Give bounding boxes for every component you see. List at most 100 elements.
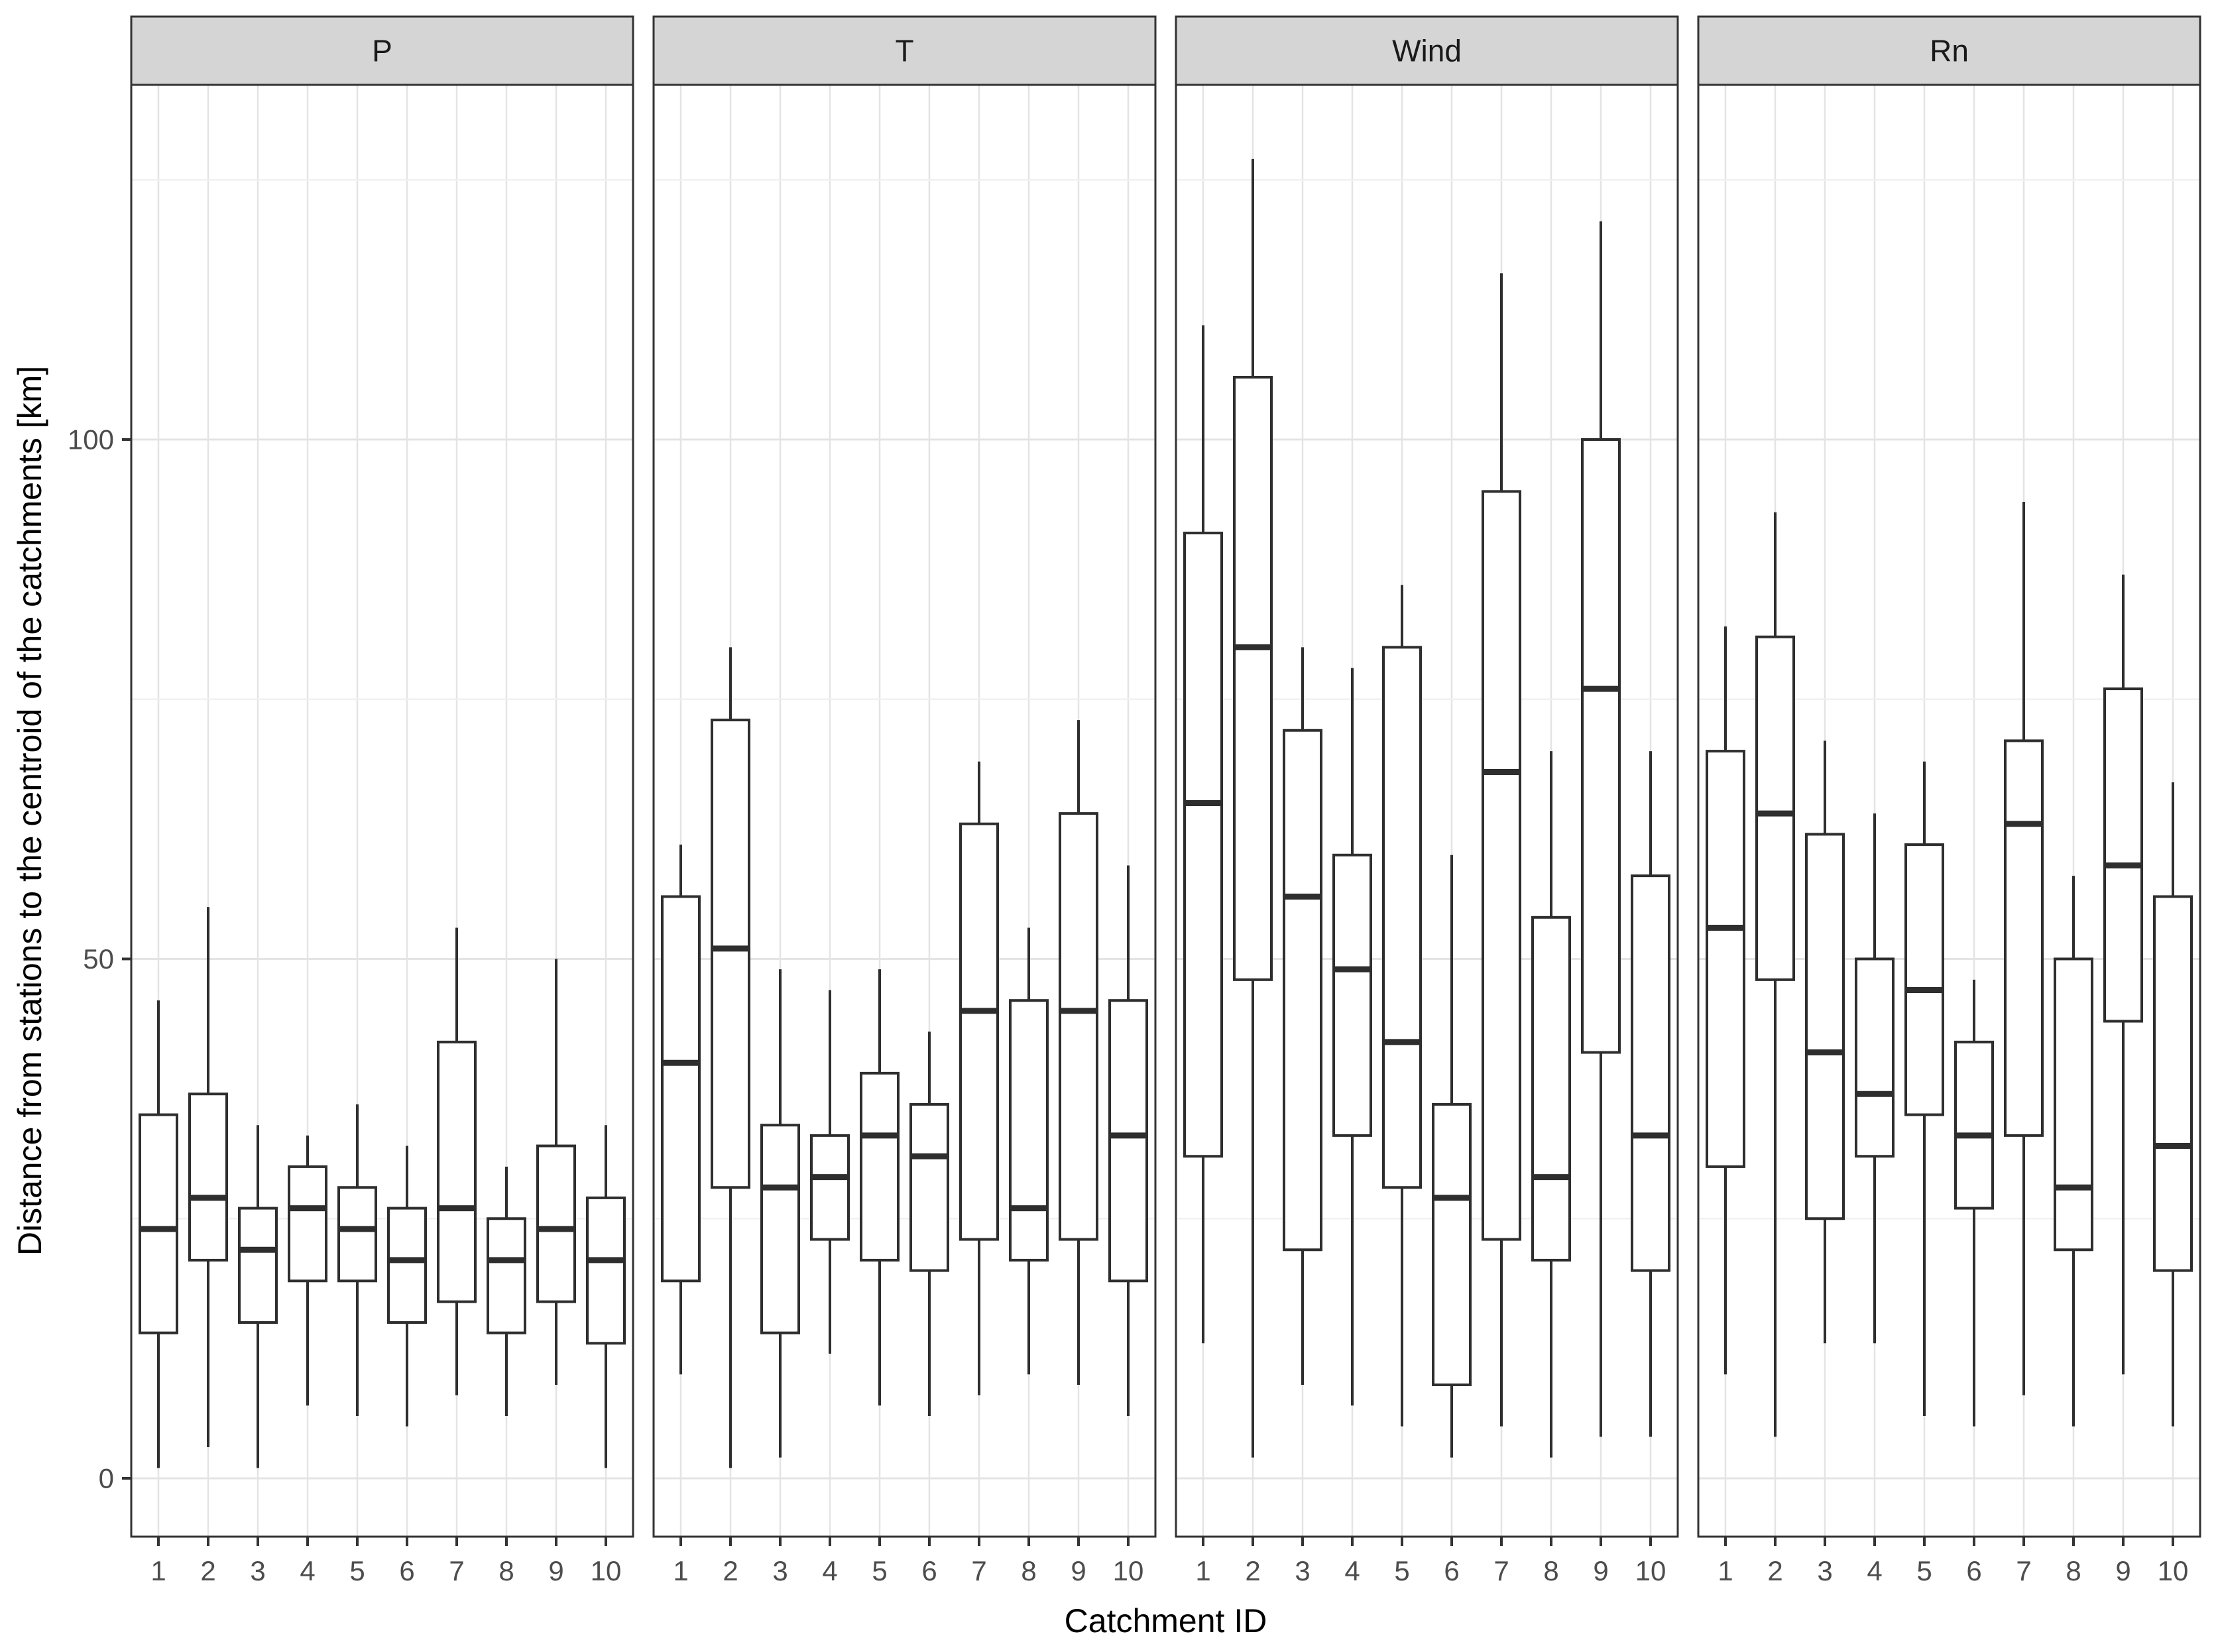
facet-strip-label: Wind — [1392, 34, 1462, 68]
iqr-box — [661, 895, 701, 1283]
panel-border — [652, 84, 1157, 1538]
facet-strip — [1697, 15, 2201, 86]
boxplot-t-1 — [661, 845, 701, 1375]
iqr-box — [1581, 438, 1621, 1054]
boxplot-wind-9 — [1581, 221, 1621, 1437]
facet-panel-p: P 1 2 3 4 5 6 7 8 9 10 — [130, 15, 634, 1586]
iqr-box — [1755, 635, 1795, 981]
iqr-box — [909, 1102, 949, 1272]
boxplot-p-10 — [586, 1125, 626, 1468]
x-tick-label: 4 — [1867, 1555, 1882, 1586]
facet-strip — [130, 15, 634, 86]
iqr-box — [437, 1040, 477, 1303]
iqr-box — [1233, 375, 1273, 981]
iqr-box — [1283, 729, 1322, 1252]
x-tick-label: 6 — [399, 1555, 414, 1586]
boxplot-rn-10 — [2153, 782, 2193, 1427]
x-tick-label: 6 — [1444, 1555, 1459, 1586]
facet-panel-wind: Wind 1 2 3 4 5 6 7 8 9 10 — [1175, 15, 1679, 1586]
x-tick-label: 9 — [548, 1555, 563, 1586]
boxplot-wind-8 — [1531, 751, 1571, 1458]
iqr-box — [1904, 843, 1944, 1116]
x-tick-label: 5 — [872, 1555, 887, 1586]
boxplot-p-5 — [337, 1104, 377, 1416]
x-tick-label: 2 — [200, 1555, 215, 1586]
x-tick-label: 10 — [1635, 1555, 1666, 1586]
boxplot-t-5 — [860, 969, 900, 1406]
iqr-box — [337, 1186, 377, 1283]
y-tick-label: 50 — [83, 943, 114, 974]
x-tick-label: 10 — [1113, 1555, 1144, 1586]
iqr-box — [810, 1134, 850, 1241]
x-tick-label: 1 — [1718, 1555, 1733, 1586]
boxplot-wind-1 — [1183, 325, 1223, 1344]
x-tick-label: 7 — [449, 1555, 464, 1586]
facet-strip-label: Rn — [1930, 34, 1969, 68]
iqr-box — [238, 1207, 278, 1324]
iqr-box — [2103, 687, 2143, 1023]
panel-background — [131, 85, 633, 1537]
x-tick-label: 3 — [1817, 1555, 1832, 1586]
facet-strip-label: P — [372, 34, 392, 68]
x-tick-label: 2 — [1245, 1555, 1260, 1586]
boxplot-rn-5 — [1904, 761, 1944, 1416]
panel-border — [1697, 84, 2201, 1538]
x-tick-label: 1 — [1195, 1555, 1210, 1586]
x-tick-label: 8 — [2066, 1555, 2081, 1586]
panel-border — [1175, 84, 1679, 1538]
y-tick-label: 100 — [68, 424, 114, 455]
boxplot-wind-5 — [1382, 585, 1422, 1427]
iqr-box — [959, 822, 999, 1241]
iqr-box — [288, 1165, 327, 1283]
boxplot-wind-3 — [1283, 647, 1322, 1385]
iqr-box — [2153, 895, 2193, 1272]
y-axis-title: Distance from stations to the centroid o… — [11, 366, 48, 1256]
boxplot-p-8 — [487, 1166, 526, 1416]
iqr-box — [139, 1113, 178, 1334]
boxplot-p-7 — [437, 927, 477, 1395]
iqr-box — [860, 1071, 900, 1262]
iqr-box — [1706, 750, 1745, 1168]
boxplot-t-7 — [959, 761, 999, 1395]
x-tick-label: 4 — [822, 1555, 837, 1586]
boxplot-p-4 — [288, 1135, 327, 1406]
x-tick-label: 8 — [1021, 1555, 1036, 1586]
iqr-box — [1482, 490, 1521, 1241]
iqr-box — [1108, 999, 1148, 1283]
iqr-box — [1531, 915, 1571, 1262]
x-tick-label: 10 — [2158, 1555, 2189, 1586]
facet-strip-label: T — [895, 34, 913, 68]
facet-panel-rn: Rn 1 2 3 4 5 6 7 8 9 10 — [1697, 15, 2201, 1586]
boxplot-p-6 — [387, 1146, 427, 1427]
iqr-box — [760, 1124, 800, 1334]
boxplot-rn-8 — [2054, 876, 2093, 1427]
facet-panel-t: T 1 2 3 4 5 6 7 8 9 10 — [652, 15, 1157, 1586]
iqr-box — [1631, 874, 1670, 1272]
y-tick-label: 0 — [99, 1463, 114, 1494]
iqr-box — [1855, 957, 1895, 1158]
boxplot-rn-7 — [2004, 502, 2044, 1395]
x-tick-label: 8 — [1543, 1555, 1558, 1586]
iqr-box — [711, 719, 750, 1189]
boxplot-wind-4 — [1332, 668, 1372, 1406]
x-tick-label: 4 — [1344, 1555, 1360, 1586]
facet-strip — [1175, 15, 1679, 86]
boxplot-p-3 — [238, 1125, 278, 1468]
iqr-box — [2004, 739, 2044, 1137]
boxplot-rn-3 — [1805, 740, 1845, 1344]
iqr-box — [2054, 957, 2093, 1252]
boxplot-t-10 — [1108, 865, 1148, 1416]
x-tick-label: 5 — [349, 1555, 365, 1586]
boxplot-rn-4 — [1855, 813, 1895, 1344]
boxplot-t-9 — [1059, 720, 1098, 1385]
boxplot-t-6 — [909, 1032, 949, 1416]
x-tick-label: 7 — [971, 1555, 986, 1586]
x-axis-title: Catchment ID — [1065, 1602, 1267, 1639]
iqr-box — [586, 1196, 626, 1345]
x-tick-label: 2 — [723, 1555, 738, 1586]
x-tick-label: 2 — [1767, 1555, 1782, 1586]
boxplot-wind-7 — [1482, 273, 1521, 1427]
x-tick-label: 3 — [250, 1555, 265, 1586]
